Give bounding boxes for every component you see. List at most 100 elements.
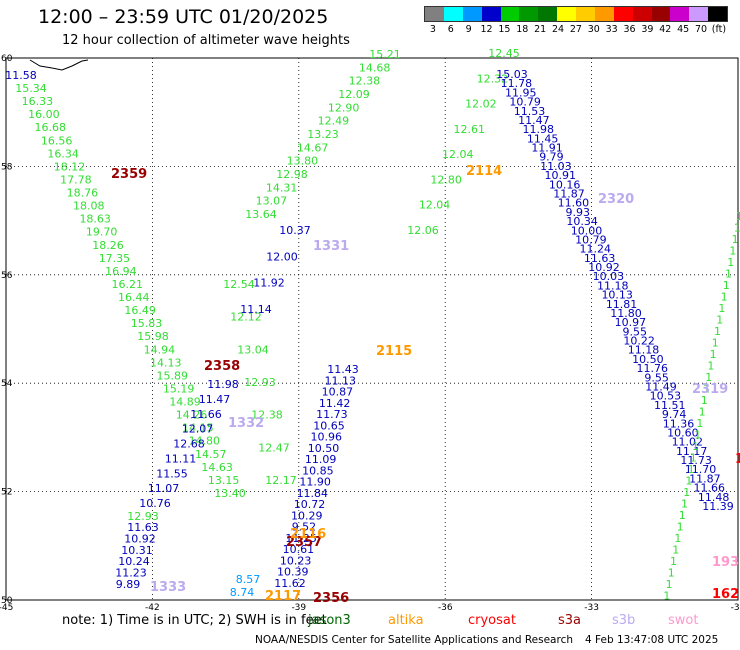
wave-height-value: 11.39	[702, 500, 734, 513]
color-scale-label: 21	[534, 24, 547, 35]
wave-height-value: 11.18	[597, 279, 629, 292]
dense-track-mark: 1	[666, 578, 673, 591]
wave-height-value: 14.80	[189, 435, 221, 448]
color-scale-label: 12	[480, 24, 493, 35]
color-scale-label: 27	[569, 24, 582, 35]
wave-height-value: 11.92	[253, 277, 285, 290]
color-swatch	[500, 7, 520, 21]
wave-height-value: 16.34	[47, 147, 79, 160]
wave-height-value: 10.97	[615, 316, 647, 329]
pass-time-label: 2320	[598, 192, 634, 207]
wave-height-value: 11.70	[685, 463, 717, 476]
wave-height-value: 10.92	[588, 261, 620, 274]
wave-height-value: 11.66	[190, 408, 222, 421]
wave-height-value: 13.80	[287, 155, 319, 168]
wave-height-value: 12.38	[349, 75, 381, 88]
color-scale-label: 33	[605, 24, 618, 35]
wave-height-value: 11.48	[698, 491, 730, 504]
dense-track-mark: 1	[734, 222, 740, 235]
color-swatch	[670, 7, 690, 21]
color-scale-swatches	[424, 6, 728, 22]
color-swatch	[538, 7, 558, 21]
wave-height-value: 11.17	[676, 445, 708, 458]
dense-track-mark: 1	[685, 475, 692, 488]
dense-track-mark: 1	[705, 371, 712, 384]
coastline	[29, 59, 89, 71]
latitude-label: 56	[1, 271, 13, 281]
longitude-label: -39	[291, 603, 306, 613]
longitude-label: -33	[584, 603, 599, 613]
note-text: note: 1) Time is in UTC; 2) SWH is in fe…	[62, 613, 327, 628]
wave-height-value: 11.91	[531, 142, 563, 155]
color-swatch	[594, 7, 614, 21]
color-swatch	[708, 7, 727, 21]
dense-track-mark: 1	[727, 256, 734, 269]
wave-height-value: 10.16	[549, 178, 581, 191]
wave-height-value: 10.24	[118, 555, 150, 568]
wave-height-value: 10.23	[280, 554, 312, 567]
wave-height-value: 16.00	[28, 108, 60, 121]
generation-date: 4 Feb 13:47:08 UTC 2025	[585, 634, 719, 646]
color-swatch	[462, 7, 482, 21]
color-swatch	[651, 7, 671, 21]
wave-height-value: 10.37	[279, 224, 311, 237]
color-scale-legend: 3 6 9 12 15 18 21 24 27 30 33 36 39 42 45 70 (ft)	[424, 6, 728, 35]
wave-height-value: 14.94	[144, 343, 176, 356]
wave-height-value: 14.89	[169, 396, 201, 409]
color-scale-unit: (ft)	[711, 24, 727, 35]
wave-height-value: 11.07	[148, 482, 180, 495]
wave-height-value: 14.15	[182, 422, 214, 435]
wave-height-value: 10.91	[544, 169, 576, 182]
wave-height-value: 16.44	[118, 291, 150, 304]
latitude-label: 60	[1, 54, 13, 64]
wave-height-value: 11.80	[610, 307, 642, 320]
color-scale-label: 3	[429, 24, 436, 35]
wave-height-value: 16.68	[35, 121, 67, 134]
legend-item-altika: altika	[388, 613, 424, 628]
wave-height-value: 12.06	[407, 224, 439, 237]
wave-height-value: 10.50	[308, 442, 340, 455]
longitude-label: -42	[145, 603, 160, 613]
wave-height-value: 11.98	[207, 378, 239, 391]
wave-height-value: 9.55	[622, 325, 647, 338]
wave-height-value: 11.90	[299, 476, 331, 489]
dense-track-mark: 1	[718, 302, 725, 315]
wave-height-value: 16.49	[124, 304, 156, 317]
wave-height-value: 16.21	[112, 278, 144, 291]
latitude-label: 58	[1, 162, 13, 172]
legend-item-cryosat: cryosat	[468, 613, 516, 628]
wave-height-value: 12.93	[244, 376, 276, 389]
wave-height-value: 8.57	[236, 573, 261, 586]
color-scale-label: 42	[659, 24, 672, 35]
wave-height-value: 18.76	[67, 187, 99, 200]
dense-track-mark: 1	[729, 245, 736, 258]
wave-height-value: 12.54	[223, 278, 255, 291]
dense-track-mark: 1	[688, 463, 695, 476]
wave-height-value: 12.04	[419, 199, 451, 212]
wave-height-value: 14.63	[201, 461, 233, 474]
wave-height-value: 13.07	[256, 195, 288, 208]
wave-height-value: 15.98	[137, 330, 169, 343]
dense-track-mark: 1	[732, 233, 739, 246]
wave-height-value: 13.15	[208, 474, 240, 487]
wave-height-value: 11.60	[558, 197, 590, 210]
wave-height-value: 10.39	[277, 566, 309, 579]
wave-height-value: 11.14	[240, 303, 272, 316]
dense-track-mark: 1	[703, 383, 710, 396]
dense-track-mark: 1	[736, 210, 740, 223]
color-scale-label: 18	[516, 24, 529, 35]
wave-height-value: 15.21	[369, 48, 401, 61]
wave-height-value: 14.31	[266, 181, 298, 194]
wave-height-value: 11.43	[327, 363, 359, 376]
wave-height-value: 11.63	[127, 521, 159, 534]
wave-height-value: 12.80	[430, 173, 462, 186]
dense-track-mark: 1	[712, 337, 719, 350]
wave-height-value: 14.67	[297, 141, 329, 154]
wave-height-value: 11.25	[285, 532, 317, 545]
dense-track-mark: 1	[677, 521, 684, 534]
pass-time-label: 2116	[290, 527, 326, 542]
wave-height-value: 11.63	[584, 252, 616, 265]
wave-height-value: 11.51	[654, 399, 686, 412]
wave-height-value: 11.49	[645, 381, 677, 394]
